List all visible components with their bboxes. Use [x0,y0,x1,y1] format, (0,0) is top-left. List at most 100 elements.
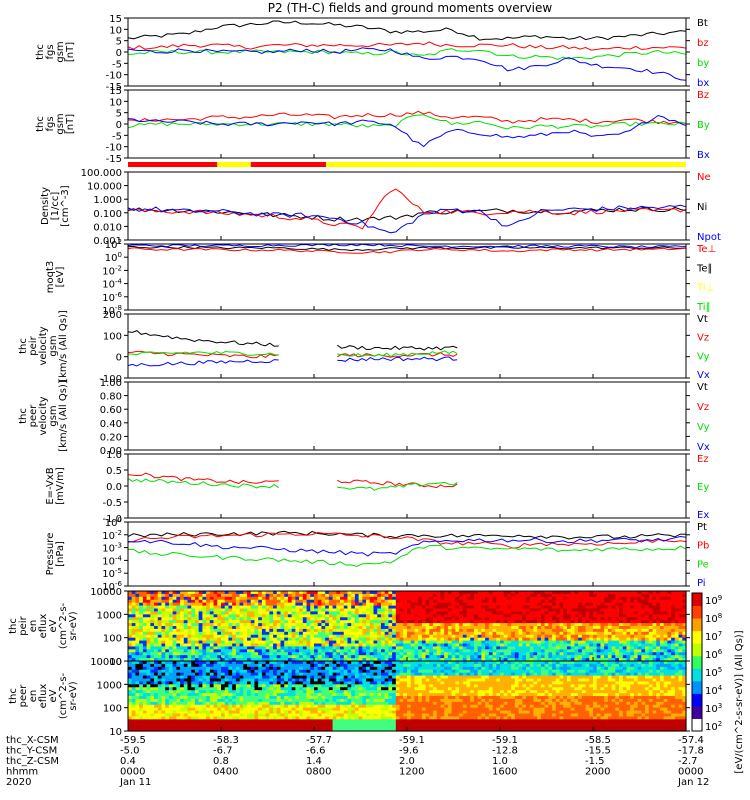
heatmap-cell [269,713,274,718]
heatmap-cell [488,611,494,615]
heatmap-cell [224,675,230,680]
heatmap-cell [180,623,185,627]
heatmap-cell [213,591,218,595]
heatmap-cell [421,655,427,659]
heatmap-cell [395,649,401,653]
heatmap-cell [284,634,289,639]
heatmap-cell [645,649,650,653]
heatmap-cell [265,693,270,697]
heatmap-cell [559,634,564,639]
heatmap-cell [128,690,133,694]
heatmap-cell [287,658,293,662]
heatmap-cell [280,678,285,683]
heatmap-cell [250,623,256,627]
heatmap-cell [235,602,241,607]
heatmap-cell [663,649,668,653]
heatmap-cell [284,623,289,627]
heatmap-cell [455,658,460,662]
heatmap-cell [633,637,639,642]
heatmap-cell [455,620,460,624]
heatmap-cell [146,649,151,653]
heatmap-cell [377,652,382,656]
heatmap-cell [492,623,497,627]
heatmap-cell [128,719,133,723]
heatmap-cell [511,655,516,659]
heatmap-cell [678,611,683,615]
heatmap-cell [343,602,349,607]
heatmap-cell [425,643,430,648]
heatmap-cell [607,646,613,650]
ytick-label: 0.20 [100,432,122,443]
heatmap-cell [447,637,453,642]
heatmap-cell [600,640,605,645]
heatmap-cell [358,591,363,595]
heatmap-cell [421,599,427,604]
heatmap-cell [652,611,657,615]
heatmap-cell [570,631,575,636]
ylabel-line: thc [18,408,29,424]
heatmap-cell [139,666,144,671]
heatmap-cell [340,617,345,621]
heatmap-cell [243,663,248,668]
heatmap-cell [462,637,468,642]
heatmap-cell [139,713,144,718]
heatmap-cell [522,605,527,610]
heatmap-cell [507,640,512,645]
heatmap-cell [492,634,497,639]
heatmap-cell [522,637,527,642]
ytick-label: 0.80 [100,392,122,403]
heatmap-cell [261,637,267,642]
heatmap-cell [354,611,360,615]
heatmap-cell [213,614,218,618]
heatmap-cell [674,614,680,618]
heatmap-cell [574,602,579,607]
heatmap-cell [161,623,166,627]
heatmap-cell [314,658,319,662]
heatmap-cell [239,681,244,685]
heatmap-cell [585,631,590,636]
ytick-label: 0.60 [100,405,122,416]
heatmap-cell [209,637,215,642]
heatmap-cell [157,707,163,712]
heatmap-cell [667,658,672,662]
heatmap-cell [451,614,456,618]
heatmap-cell [165,643,170,648]
heatmap-cell [518,631,523,636]
heatmap-cell [206,661,211,665]
heatmap-cell [314,649,319,653]
heatmap-cell [232,693,237,697]
heatmap-cell [395,646,401,650]
heatmap-cell [656,655,661,659]
heatmap-cell [172,623,177,627]
heatmap-cell [485,623,490,627]
heatmap-cell [191,675,196,680]
heatmap-cell [180,681,185,685]
heatmap-cell [146,608,151,613]
heatmap-cell [187,658,192,662]
heatmap-cell [585,605,590,610]
heatmap-cell [191,722,196,726]
heatmap-cell [377,593,382,598]
heatmap-cell [395,643,401,648]
heatmap-cell [403,628,408,633]
heatmap-cell [544,640,549,645]
heatmap-cell [314,608,319,613]
heatmap-cell [473,637,479,642]
heatmap-cell [492,605,497,610]
heatmap-cell [466,628,471,633]
heatmap-cell [154,591,159,595]
heatmap-cell [366,626,371,630]
heatmap-cell [358,643,363,648]
heatmap-cell [321,646,326,650]
heatmap-cell [377,611,382,615]
heatmap-cell [429,605,434,610]
heatmap-cell [366,593,371,598]
heatmap-cell [168,719,174,723]
heatmap-cell [247,623,252,627]
heatmap-cell [656,617,661,621]
heatmap-cell [611,623,616,627]
heatmap-cell [135,602,140,607]
heatmap-cell [518,637,523,642]
heatmap-cell [481,631,486,636]
